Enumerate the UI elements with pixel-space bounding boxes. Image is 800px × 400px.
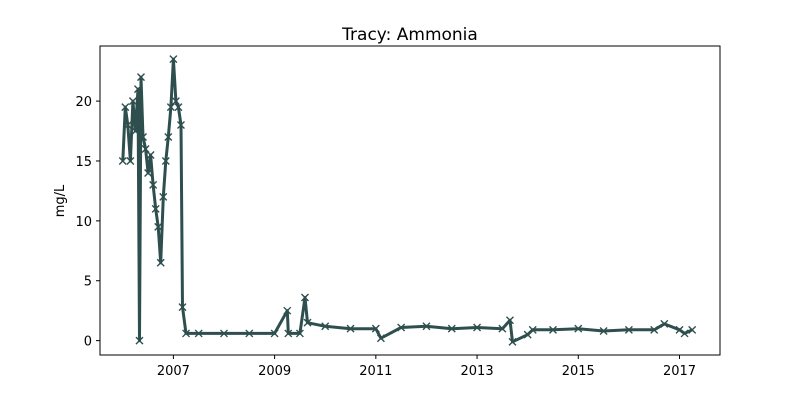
- data-point: [528, 325, 537, 334]
- x-axis: 2007 2009 2011 2013 2015 2017: [157, 355, 696, 379]
- y-tick-label: 0: [84, 335, 92, 350]
- data-point: [371, 324, 380, 333]
- data-point: [498, 324, 507, 333]
- data-point: [303, 318, 312, 327]
- data-point: [151, 204, 160, 213]
- y-tick-label: 5: [84, 275, 92, 290]
- x-tick-label: 2009: [258, 364, 291, 379]
- x-tick-label: 2007: [157, 364, 190, 379]
- x-tick-label: 2015: [562, 364, 595, 379]
- data-point: [508, 337, 517, 346]
- x-tick-label: 2011: [359, 364, 392, 379]
- x-tick-label: 2017: [663, 364, 696, 379]
- data-point: [164, 133, 173, 142]
- data-point: [284, 329, 293, 338]
- data-point: [295, 329, 304, 338]
- data-point: [126, 156, 135, 165]
- data-point: [447, 324, 456, 333]
- data-point: [131, 127, 140, 136]
- y-tick-label: 20: [75, 95, 92, 110]
- y-tick-label: 10: [75, 215, 92, 230]
- data-point: [599, 327, 608, 336]
- data-point: [135, 336, 144, 345]
- data-point: [270, 329, 279, 338]
- data-point: [283, 306, 292, 315]
- data-point: [574, 324, 583, 333]
- data-point: [128, 97, 137, 106]
- x-tick-label: 2013: [461, 364, 494, 379]
- data-point: [161, 156, 170, 165]
- data-point: [121, 103, 130, 112]
- y-axis-label: mg/L: [53, 184, 68, 217]
- data-point: [624, 325, 633, 334]
- chart-title: Tracy: Ammonia: [341, 25, 478, 45]
- data-point: [688, 325, 697, 334]
- data-point: [154, 222, 163, 231]
- data-point: [245, 329, 254, 338]
- data-point: [675, 325, 684, 334]
- data-point: [376, 334, 385, 343]
- plot-frame: [99, 45, 721, 356]
- data-point: [220, 329, 228, 338]
- y-tick-label: 15: [75, 155, 92, 170]
- data-point: [133, 85, 142, 94]
- data-point: [169, 55, 178, 64]
- data-point: [137, 73, 145, 82]
- data-point: [146, 150, 155, 159]
- data-point: [182, 329, 191, 338]
- data-point: [473, 323, 482, 332]
- y-axis: 0 5 10 15 20: [75, 95, 100, 350]
- data-point: [144, 168, 153, 177]
- data-point: [505, 316, 514, 325]
- data-point: [118, 156, 127, 165]
- data-point: [660, 319, 669, 328]
- data-point: [321, 322, 330, 331]
- data-point: [422, 322, 431, 331]
- data-point: [397, 323, 406, 332]
- data-point: [159, 192, 168, 201]
- data-marks: [118, 55, 697, 346]
- data-point: [176, 121, 185, 130]
- data-point: [300, 293, 309, 302]
- data-point: [139, 133, 148, 142]
- data-point: [548, 325, 557, 334]
- data-point: [178, 303, 187, 312]
- data-point: [123, 121, 132, 130]
- data-point: [156, 258, 165, 267]
- data-point: [346, 324, 355, 333]
- data-point: [174, 103, 183, 112]
- data-point: [149, 180, 158, 189]
- data-point: [171, 97, 180, 106]
- data-point: [650, 325, 659, 334]
- data-point: [194, 329, 203, 338]
- data-point: [680, 329, 689, 338]
